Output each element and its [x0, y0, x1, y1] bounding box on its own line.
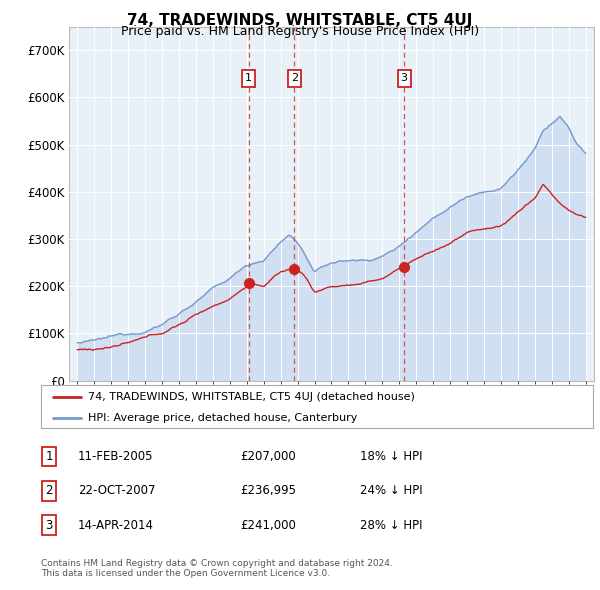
Text: £236,995: £236,995: [240, 484, 296, 497]
Text: 1: 1: [245, 74, 252, 83]
Text: 3: 3: [46, 519, 53, 532]
Text: £241,000: £241,000: [240, 519, 296, 532]
Text: 2: 2: [46, 484, 53, 497]
Text: 74, TRADEWINDS, WHITSTABLE, CT5 4UJ (detached house): 74, TRADEWINDS, WHITSTABLE, CT5 4UJ (det…: [88, 392, 415, 402]
Text: 14-APR-2014: 14-APR-2014: [78, 519, 154, 532]
Text: This data is licensed under the Open Government Licence v3.0.: This data is licensed under the Open Gov…: [41, 569, 330, 578]
Text: 74, TRADEWINDS, WHITSTABLE, CT5 4UJ: 74, TRADEWINDS, WHITSTABLE, CT5 4UJ: [127, 13, 473, 28]
Text: 18% ↓ HPI: 18% ↓ HPI: [360, 450, 422, 463]
Text: 28% ↓ HPI: 28% ↓ HPI: [360, 519, 422, 532]
Text: Contains HM Land Registry data © Crown copyright and database right 2024.: Contains HM Land Registry data © Crown c…: [41, 559, 392, 568]
Text: £207,000: £207,000: [240, 450, 296, 463]
Text: Price paid vs. HM Land Registry's House Price Index (HPI): Price paid vs. HM Land Registry's House …: [121, 25, 479, 38]
Text: 22-OCT-2007: 22-OCT-2007: [78, 484, 155, 497]
Text: 24% ↓ HPI: 24% ↓ HPI: [360, 484, 422, 497]
Text: 3: 3: [401, 74, 407, 83]
Text: HPI: Average price, detached house, Canterbury: HPI: Average price, detached house, Cant…: [88, 414, 357, 424]
Text: 11-FEB-2005: 11-FEB-2005: [78, 450, 154, 463]
Text: 2: 2: [291, 74, 298, 83]
Text: 1: 1: [46, 450, 53, 463]
